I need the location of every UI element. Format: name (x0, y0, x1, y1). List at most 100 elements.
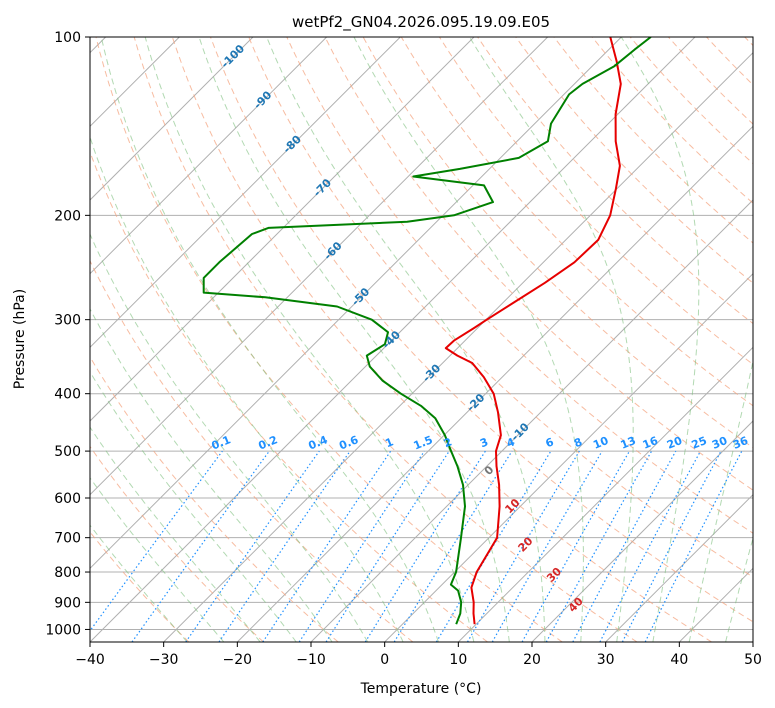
dry-adiabat-line (477, 37, 753, 325)
mixing-ratio-line (131, 450, 270, 642)
dry-adiabat-line (248, 37, 753, 578)
y-tick-label: 200 (54, 208, 81, 224)
mixing-ratio-label: 1 (383, 435, 395, 450)
mixing-ratio-line (325, 450, 450, 642)
isotherm-line (90, 37, 475, 422)
chart-title: wetPf2_GN04.2026.095.19.09.E05 (292, 13, 550, 32)
mixing-ratio-label: 16 (641, 434, 660, 452)
moist-adiabat-line (725, 536, 753, 642)
isotherm-line (163, 51, 753, 642)
isotherm-line (605, 493, 753, 642)
moist-adiabat-line (90, 370, 297, 642)
dry-adiabat-line (171, 37, 712, 642)
y-tick-label: 900 (54, 595, 81, 611)
moist-adiabat-line (100, 37, 439, 642)
mixing-ratio-line (491, 450, 603, 642)
mixing-ratio-line (466, 450, 580, 642)
x-tick-label: 0 (380, 652, 389, 668)
x-tick-label: 30 (597, 652, 615, 668)
dry-adiabat-line (90, 259, 414, 642)
y-axis-label: Pressure (hPa) (12, 289, 28, 389)
moist-adiabat-line (90, 476, 225, 642)
plot-area (90, 37, 753, 642)
isotherm-line (90, 37, 401, 349)
moist-adiabat-line (90, 308, 333, 642)
mixing-ratio-label: 36 (731, 434, 750, 452)
dry-adiabat-line (629, 37, 753, 165)
dewpoint-profile-line (202, 37, 652, 625)
dry-adiabat-line (133, 37, 638, 642)
x-tick-label: 50 (744, 652, 762, 668)
mixing-ratio-line (218, 450, 351, 642)
mixing-ratio-label: 10 (591, 434, 610, 452)
mixing-ratio-line (90, 450, 223, 632)
sounding-profiles (202, 37, 652, 625)
temperature-profile-line (444, 37, 622, 625)
mixing-ratio-label: 13 (619, 434, 638, 452)
moist-adiabat-line (90, 232, 369, 642)
skewed-isotherms (90, 37, 753, 642)
mixing-ratio-label: 8 (572, 435, 584, 450)
isotherm-line (531, 420, 753, 642)
moist-adiabat-line (90, 524, 188, 642)
y-tick-label: 800 (54, 565, 81, 581)
y-tick-label: 600 (54, 491, 81, 507)
isotherm-line (90, 37, 696, 642)
y-tick-label: 1000 (45, 622, 81, 638)
mixing-ratio-label: 25 (690, 434, 709, 452)
x-axis-label: Temperature (°C) (360, 681, 482, 697)
y-tick-label: 500 (54, 444, 81, 460)
y-tick-label: 100 (54, 30, 81, 46)
mixing-ratio-line (393, 450, 513, 642)
x-tick-label: 10 (449, 652, 467, 668)
mixing-ratio-line (364, 450, 486, 642)
moist-adiabat-line (688, 358, 753, 642)
dry-adiabat-line (400, 37, 753, 407)
x-tick-label: 20 (523, 652, 541, 668)
moist-adiabat-line (266, 37, 546, 642)
moist-adiabat-line (620, 37, 700, 642)
y-tick-label: 400 (54, 387, 81, 403)
moist-adiabat-line (198, 37, 510, 642)
moist-adiabat-line (90, 135, 404, 642)
isotherm-line (90, 37, 254, 201)
mixing-ratio-line (572, 450, 677, 642)
dry-adiabats (90, 37, 753, 642)
isotherm-line (384, 272, 753, 642)
isotherm-line (90, 37, 622, 570)
isotherm-line (90, 37, 549, 496)
y-tick-label: 300 (54, 313, 81, 329)
plot-frame (89, 36, 754, 643)
x-tick-label: −10 (296, 652, 326, 668)
dry-adiabat-line (515, 37, 753, 284)
mixing-ratio-line (185, 450, 320, 642)
x-tick-label: −30 (149, 652, 179, 668)
isotherm-line (236, 125, 753, 642)
x-tick-label: −20 (223, 652, 253, 668)
mixing-ratio-line (521, 450, 631, 642)
mixing-ratio-lines (90, 450, 743, 642)
isotherm-line (90, 37, 328, 275)
mixing-ratio-line (545, 450, 653, 642)
dry-adiabat-line (90, 445, 264, 642)
dry-adiabat-line (95, 37, 563, 642)
dry-adiabat-line (210, 37, 753, 623)
mixing-ratio-label: 2 (442, 435, 454, 450)
dry-adiabat-line (324, 37, 753, 491)
dry-adiabat-line (591, 37, 753, 204)
x-tick-label: 40 (670, 652, 688, 668)
axis-ticks: −40 −30 −20 −10 0 10 20 30 40 50 100 200 300 400 500 60… (45, 30, 762, 668)
moist-adiabat-line (144, 37, 475, 642)
mixing-ratio-label: 3 (478, 435, 490, 450)
moist-adiabat-line (353, 37, 584, 642)
y-tick-label: 700 (54, 531, 81, 547)
mixing-ratio-label: 20 (665, 434, 684, 452)
x-tick-label: −40 (75, 652, 105, 668)
isotherm-line (457, 346, 753, 642)
dry-adiabat-line (362, 37, 753, 449)
mixing-ratio-label: 30 (710, 434, 729, 452)
moist-adiabat-line (90, 426, 261, 642)
mixing-ratio-line (435, 450, 552, 642)
